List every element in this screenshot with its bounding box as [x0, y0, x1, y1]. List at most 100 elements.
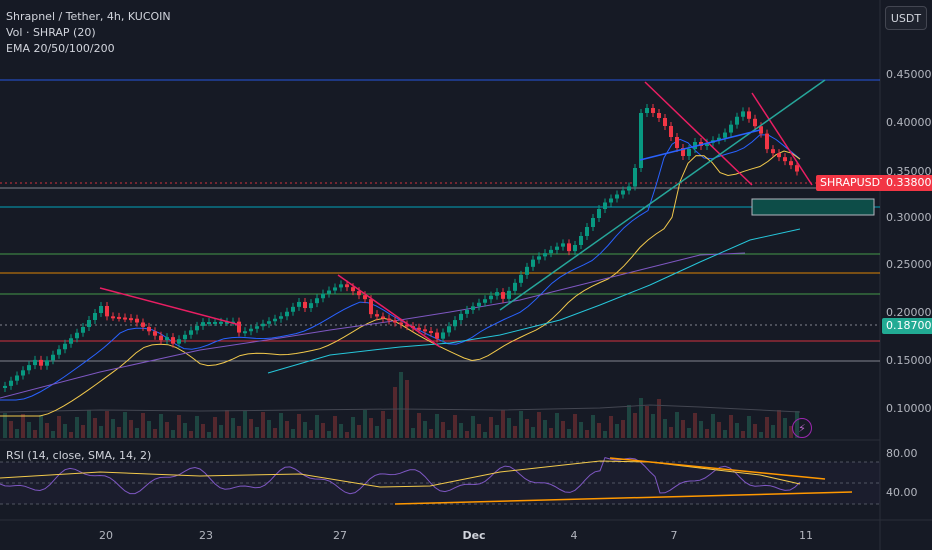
candle-body — [549, 249, 553, 254]
trendline — [337, 274, 441, 348]
candle-body — [453, 320, 457, 327]
candle-body — [417, 327, 421, 330]
volume-bar — [315, 415, 319, 438]
volume-bar — [63, 424, 67, 438]
volume-bar — [129, 420, 133, 438]
candle-body — [309, 303, 313, 309]
volume-bar — [81, 425, 85, 438]
volume-bar — [489, 417, 493, 438]
candle-body — [765, 133, 769, 150]
candle-body — [243, 331, 247, 334]
candle-body — [339, 284, 343, 288]
candle-body — [489, 295, 493, 300]
volume-bar — [327, 431, 331, 438]
volume-bar — [21, 414, 25, 438]
volume-bar — [633, 413, 637, 438]
candle-body — [723, 132, 727, 138]
volume-bar — [159, 414, 163, 438]
volume-bar — [465, 431, 469, 438]
candle-body — [237, 321, 241, 333]
candle-body — [21, 370, 25, 376]
candle-body — [681, 148, 685, 156]
volume-bar — [549, 428, 553, 438]
candle-body — [123, 317, 127, 320]
candle-body — [357, 291, 361, 296]
volume-bar — [27, 422, 31, 438]
volume-bar — [105, 411, 109, 438]
volume-bar — [255, 427, 259, 438]
candle-body — [261, 323, 265, 327]
symbol-title[interactable]: Shrapnel / Tether, 4h, KUCOIN — [6, 10, 171, 23]
volume-bar — [615, 424, 619, 438]
volume-bar — [771, 425, 775, 438]
candle-body — [543, 253, 547, 257]
candle-body — [141, 322, 145, 327]
volume-bar — [273, 428, 277, 438]
volume-bar — [345, 432, 349, 438]
volume-bar — [399, 372, 403, 438]
volume-bar — [417, 413, 421, 438]
volume-bar — [525, 419, 529, 438]
rsi-legend[interactable]: RSI (14, close, SMA, 14, 2) — [6, 449, 152, 462]
volume-bar — [297, 414, 301, 438]
candle-body — [471, 306, 475, 310]
candle-body — [165, 337, 169, 341]
volume-bar — [687, 428, 691, 438]
candle-body — [495, 292, 499, 296]
candle-body — [105, 306, 109, 317]
volume-bar — [285, 421, 289, 438]
candle-body — [477, 302, 481, 307]
candle-body — [705, 142, 709, 146]
volume-bar — [45, 423, 49, 438]
volume-bar — [9, 421, 13, 438]
volume-bar — [117, 427, 121, 438]
candle-body — [297, 301, 301, 307]
candle-body — [561, 243, 565, 247]
candle-body — [675, 137, 679, 148]
volume-bar — [141, 413, 145, 438]
candle-body — [345, 284, 349, 288]
volume-bar — [111, 419, 115, 438]
volume-bar — [663, 419, 667, 438]
volume-bar — [627, 405, 631, 438]
currency-button[interactable]: USDT — [885, 6, 927, 30]
volume-bar — [57, 416, 61, 438]
price-label: 0.10000 — [886, 402, 932, 415]
candle-body — [177, 339, 181, 344]
volume-bar — [735, 423, 739, 438]
ema-legend[interactable]: EMA 20/50/100/200 — [6, 42, 115, 55]
price-label: 0.20000 — [886, 306, 932, 319]
volume-bar — [639, 398, 643, 438]
candle-body — [795, 165, 799, 172]
candle-body — [9, 380, 13, 386]
candle-body — [789, 161, 793, 166]
volume-bar — [435, 414, 439, 438]
volume-bar — [777, 410, 781, 438]
lightning-icon[interactable]: ⚡ — [792, 418, 812, 438]
candle-body — [321, 293, 325, 299]
candle-body — [351, 287, 355, 292]
candle-body — [159, 335, 163, 341]
volume-bar — [189, 431, 193, 438]
volume-bar — [201, 424, 205, 438]
candle-body — [507, 290, 511, 299]
candle-body — [249, 328, 253, 332]
candle-body — [15, 375, 19, 381]
volume-bar — [363, 410, 367, 438]
volume-bar — [693, 413, 697, 438]
candle-body — [99, 306, 103, 313]
volume-legend[interactable]: Vol · SHRAP (20) — [6, 26, 96, 39]
volume-bar — [675, 412, 679, 438]
volume-bar — [429, 429, 433, 438]
candle-body — [429, 330, 433, 333]
candle-body — [225, 321, 229, 324]
price-label: 0.40000 — [886, 116, 932, 129]
time-label: 23 — [199, 529, 213, 542]
candle-body — [81, 327, 85, 333]
candle-body — [747, 111, 751, 119]
candle-body — [735, 116, 739, 125]
candle-body — [93, 313, 97, 320]
candle-body — [201, 322, 205, 326]
volume-bar — [531, 427, 535, 438]
